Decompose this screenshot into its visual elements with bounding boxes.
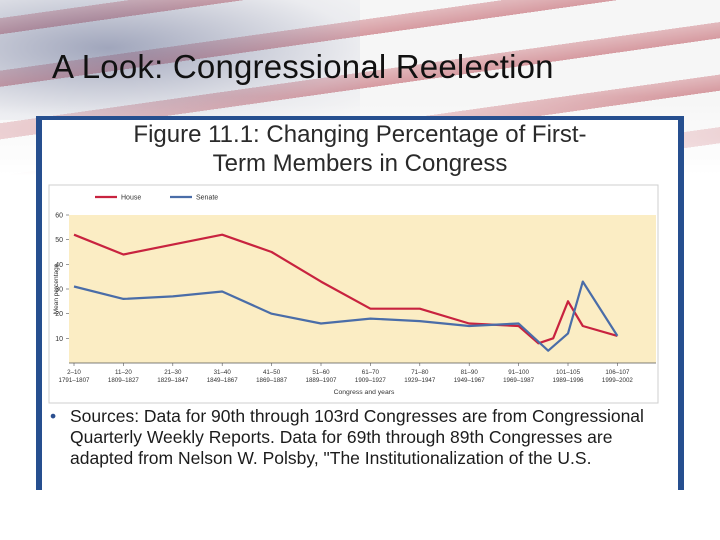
x-tick-label-years: 1869–1887 <box>256 377 288 384</box>
x-tick-label-years: 1999–2002 <box>602 377 634 384</box>
x-axis-label: Congress and years <box>334 389 395 396</box>
figure-panel: Figure 11.1: Changing Percentage of Firs… <box>36 116 684 490</box>
x-tick-label-congress: 91–100 <box>508 369 529 376</box>
y-tick-label: 60 <box>55 213 63 220</box>
x-tick-label-congress: 31–40 <box>214 369 232 376</box>
legend-label-house: House <box>121 195 141 202</box>
x-tick-label-years: 1969–1987 <box>503 377 535 384</box>
x-tick-label-years: 1791–1807 <box>59 377 91 384</box>
x-tick-label-years: 1809–1827 <box>108 377 140 384</box>
x-tick-label-years: 1829–1847 <box>157 377 189 384</box>
y-axis-label: Mean percentage <box>53 263 60 314</box>
x-tick-label-congress: 41–50 <box>263 369 281 376</box>
x-tick-label-years: 1909–1927 <box>355 377 387 384</box>
x-tick-label-years: 1989–1996 <box>553 377 585 384</box>
x-tick-label-years: 1929–1947 <box>404 377 436 384</box>
x-tick-label-congress: 21–30 <box>164 369 182 376</box>
figure-title-line-1: Figure 11.1: Changing Percentage of Firs… <box>133 121 587 148</box>
series-line-house <box>73 233 618 345</box>
series-line-senate <box>73 280 619 352</box>
x-tick-label-congress: 101–105 <box>556 369 581 376</box>
x-tick-label-congress: 61–70 <box>362 369 380 376</box>
y-tick-label: 20 <box>55 311 63 318</box>
x-tick-label-years: 1849–1867 <box>207 377 239 384</box>
sources-note: • Sources: Data for 90th through 103rd C… <box>48 406 678 469</box>
line-chart: 10 20 30 40 50 60 Mean percentage 2–101791–1807… <box>48 184 659 404</box>
slide-title: A Look: Congressional Reelection <box>52 48 554 85</box>
plot-area <box>69 215 656 363</box>
flag-canton-shading <box>0 0 360 120</box>
x-tick-label-congress: 71–80 <box>411 369 429 376</box>
x-tick-label-congress: 81–90 <box>461 369 479 376</box>
legend-label-senate: Senate <box>196 195 218 202</box>
y-tick-label: 50 <box>55 237 63 244</box>
y-tick-label: 10 <box>55 336 63 343</box>
bullet-point: • <box>50 406 57 426</box>
x-tick-label-years: 1949–1967 <box>454 377 486 384</box>
y-tick-label: 30 <box>55 287 63 294</box>
x-tick-label-congress: 11–20 <box>115 369 132 376</box>
x-tick-label-congress: 51–60 <box>312 369 330 376</box>
y-tick-label: 40 <box>55 262 63 269</box>
figure-title: Figure 11.1: Changing Percentage of Firs… <box>42 120 678 178</box>
x-tick-label-years: 1889–1907 <box>306 377 338 384</box>
figure-title-line-2: Term Members in Congress <box>212 150 508 177</box>
figure-inner: Figure 11.1: Changing Percentage of Firs… <box>42 120 678 490</box>
sources-text: Sources: Data for 90th through 103rd Con… <box>70 406 644 468</box>
x-tick-label-congress: 106–107 <box>605 369 630 376</box>
x-tick-label-congress: 2–10 <box>67 369 81 376</box>
